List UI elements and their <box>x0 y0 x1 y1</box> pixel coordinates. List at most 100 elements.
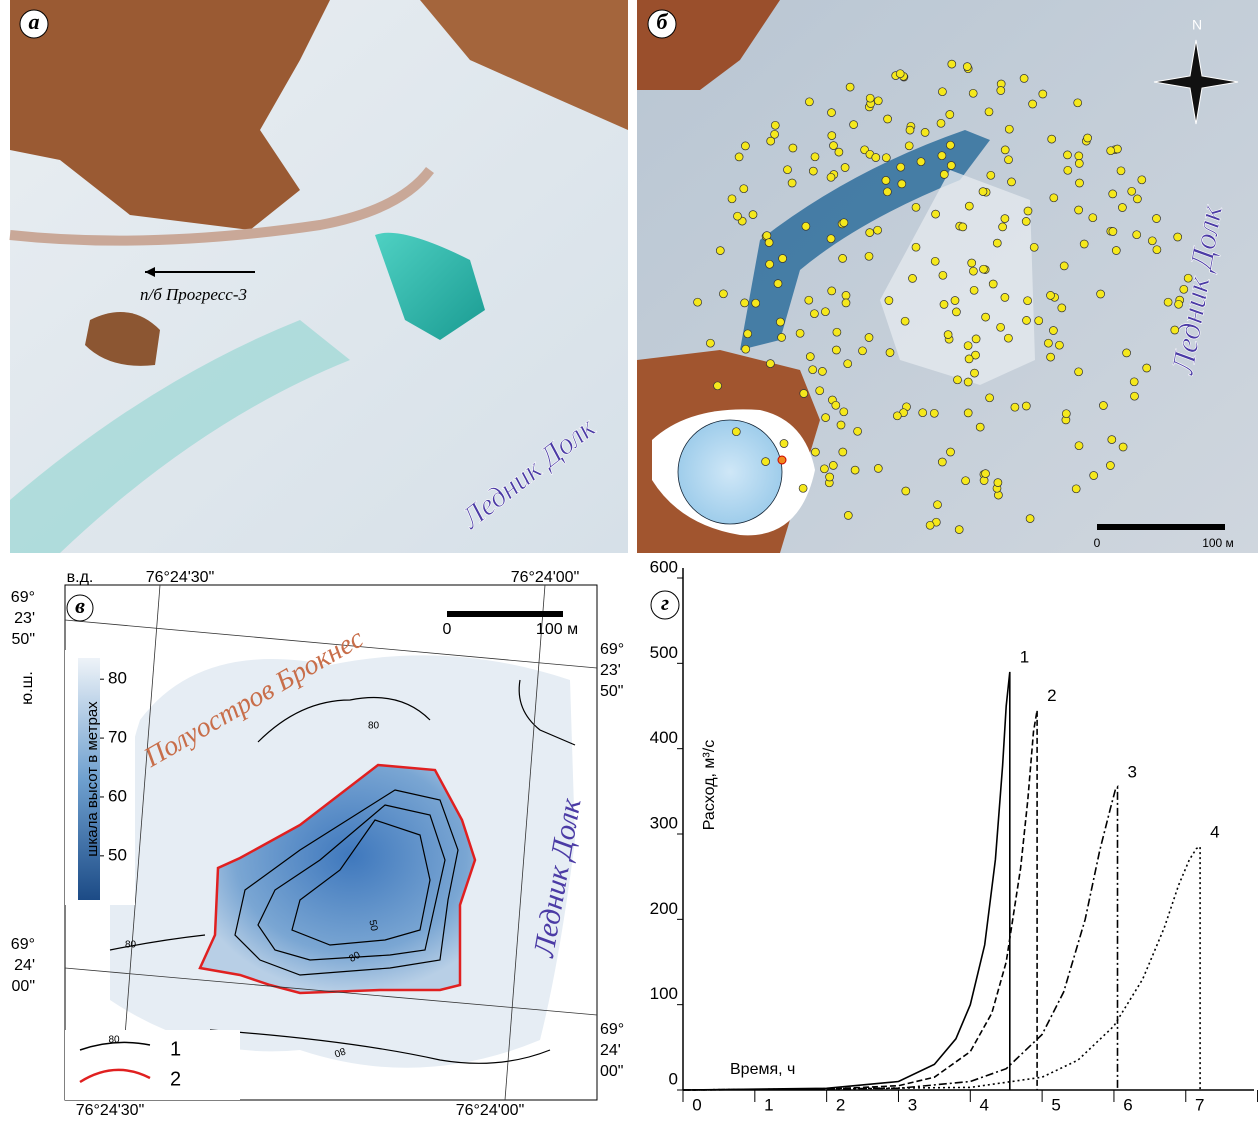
survey-point <box>837 421 845 429</box>
survey-point <box>850 121 858 129</box>
survey-point <box>741 299 749 307</box>
survey-point <box>872 154 880 162</box>
y-tick-label: 100 <box>650 984 678 1003</box>
survey-point <box>1005 156 1013 164</box>
survey-point <box>1075 206 1083 214</box>
survey-point <box>828 132 836 140</box>
survey-point <box>1030 243 1038 251</box>
lat-label: 00" <box>12 978 35 995</box>
survey-point <box>776 318 784 326</box>
x-tick-label: 5 <box>1051 1095 1060 1114</box>
survey-point <box>1133 231 1141 239</box>
lat-label: 23' <box>14 610 35 627</box>
survey-point <box>771 121 779 129</box>
survey-point <box>1072 485 1080 493</box>
series-line <box>683 847 1200 1090</box>
survey-point <box>1171 326 1179 334</box>
series-line <box>683 787 1118 1090</box>
survey-point <box>1075 152 1083 160</box>
survey-point <box>1048 135 1056 143</box>
series-line <box>683 672 1010 1090</box>
survey-point <box>1123 349 1131 357</box>
survey-point <box>937 119 945 127</box>
survey-point <box>882 176 890 184</box>
survey-point <box>1174 233 1182 241</box>
survey-point <box>865 252 873 260</box>
series-label: 4 <box>1210 822 1219 841</box>
survey-point <box>854 427 862 435</box>
lat-label: 69° <box>600 641 624 658</box>
survey-point <box>1049 327 1057 335</box>
scale-end: 100 м <box>1202 536 1234 550</box>
survey-point <box>752 299 760 307</box>
survey-point <box>784 166 792 174</box>
survey-point <box>828 109 836 117</box>
survey-point <box>1107 147 1115 155</box>
x-tick-label: 6 <box>1123 1095 1132 1114</box>
survey-point <box>934 501 942 509</box>
survey-point <box>985 108 993 116</box>
survey-point <box>832 401 840 409</box>
panel-label: б <box>657 9 669 34</box>
survey-point <box>874 226 882 234</box>
survey-point <box>944 331 952 339</box>
survey-point <box>706 339 714 347</box>
survey-point <box>1138 176 1146 184</box>
survey-point <box>844 360 852 368</box>
survey-point <box>1023 316 1031 324</box>
survey-point <box>906 126 914 134</box>
survey-point <box>806 353 814 361</box>
survey-point <box>987 171 995 179</box>
y-tick-label: 300 <box>650 813 678 832</box>
survey-point <box>965 355 973 363</box>
survey-point <box>999 223 1007 231</box>
survey-point <box>1075 442 1083 450</box>
survey-point <box>1112 247 1120 255</box>
y-tick-label: 600 <box>650 557 678 576</box>
survey-point <box>959 223 967 231</box>
survey-point <box>780 440 788 448</box>
survey-point <box>1044 339 1052 347</box>
survey-point <box>951 297 959 305</box>
survey-point <box>766 260 774 268</box>
survey-point <box>874 97 882 105</box>
survey-point <box>905 142 913 150</box>
survey-point <box>811 153 819 161</box>
survey-point <box>1153 215 1161 223</box>
survey-point <box>963 63 971 71</box>
survey-point <box>866 94 874 102</box>
survey-point <box>997 87 1005 95</box>
survey-point <box>833 328 841 336</box>
survey-point <box>976 423 984 431</box>
survey-point <box>846 83 854 91</box>
survey-point <box>1131 392 1139 400</box>
survey-point <box>716 247 724 255</box>
survey-point <box>809 167 817 175</box>
survey-point <box>1184 274 1192 282</box>
survey-point <box>811 448 819 456</box>
lat-label: 50" <box>12 631 35 648</box>
series-label: 1 <box>1020 647 1029 666</box>
survey-point <box>964 409 972 417</box>
survey-point <box>828 287 836 295</box>
survey-point <box>789 144 797 152</box>
survey-point <box>980 265 988 273</box>
survey-point <box>989 280 997 288</box>
location-star <box>778 456 786 464</box>
survey-point <box>1022 402 1030 410</box>
survey-point <box>1039 90 1047 98</box>
panel-label: в <box>75 593 85 618</box>
survey-point <box>972 335 980 343</box>
series-line <box>683 710 1037 1090</box>
survey-point <box>1004 334 1012 342</box>
survey-point <box>969 89 977 97</box>
survey-point <box>1005 125 1013 133</box>
survey-point <box>1062 410 1070 418</box>
survey-point <box>938 152 946 160</box>
survey-point <box>822 414 830 422</box>
survey-point <box>839 448 847 456</box>
survey-point <box>1035 317 1043 325</box>
survey-point <box>1180 285 1188 293</box>
survey-point <box>809 366 817 374</box>
survey-point <box>765 239 773 247</box>
